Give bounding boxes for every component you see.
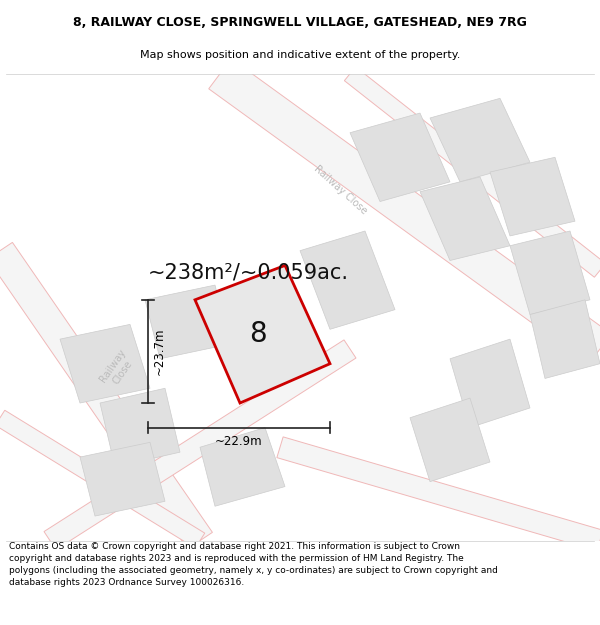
Polygon shape (80, 442, 165, 516)
Polygon shape (420, 177, 510, 261)
Polygon shape (530, 300, 600, 379)
Text: Map shows position and indicative extent of the property.: Map shows position and indicative extent… (140, 50, 460, 60)
Polygon shape (344, 67, 600, 278)
Polygon shape (410, 398, 490, 482)
Text: 8: 8 (249, 320, 267, 348)
Text: ~23.7m: ~23.7m (153, 328, 166, 375)
Polygon shape (0, 242, 212, 549)
Polygon shape (450, 339, 530, 428)
Polygon shape (60, 324, 150, 403)
Polygon shape (209, 59, 600, 364)
Polygon shape (350, 113, 450, 201)
Polygon shape (0, 410, 205, 548)
Polygon shape (44, 340, 356, 550)
Polygon shape (100, 388, 180, 467)
Text: ~22.9m: ~22.9m (215, 436, 263, 449)
Text: ~238m²/~0.059ac.: ~238m²/~0.059ac. (148, 262, 349, 282)
Polygon shape (490, 158, 575, 236)
Polygon shape (200, 428, 285, 506)
Polygon shape (145, 285, 230, 359)
Text: Railway Close: Railway Close (311, 163, 368, 216)
Text: 8, RAILWAY CLOSE, SPRINGWELL VILLAGE, GATESHEAD, NE9 7RG: 8, RAILWAY CLOSE, SPRINGWELL VILLAGE, GA… (73, 16, 527, 29)
Polygon shape (195, 266, 330, 403)
Polygon shape (277, 437, 600, 551)
Text: Railway
Close: Railway Close (98, 347, 138, 391)
Polygon shape (510, 231, 590, 314)
Polygon shape (300, 231, 395, 329)
Polygon shape (430, 98, 530, 182)
Text: Contains OS data © Crown copyright and database right 2021. This information is : Contains OS data © Crown copyright and d… (9, 542, 498, 587)
